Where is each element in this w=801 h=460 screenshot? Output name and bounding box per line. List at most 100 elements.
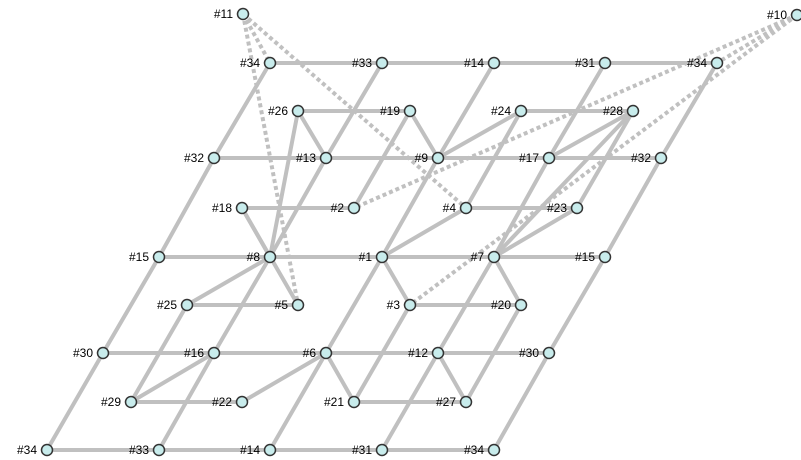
node-marker [291,104,305,118]
edge [547,109,635,160]
node: #28 [603,104,640,118]
node-label: #17 [519,151,539,165]
node-label: #31 [352,443,372,457]
node-label: #29 [101,395,121,409]
node-marker [570,201,584,215]
node-label: #30 [519,346,539,360]
node-marker [598,250,612,264]
node: #21 [324,395,361,409]
node: #22 [212,395,249,409]
node-marker [319,151,333,165]
edge [464,303,523,404]
node-label: #15 [575,250,595,264]
node-label: #33 [352,56,372,70]
node: #20 [491,298,528,312]
edge [408,109,440,160]
edge [240,206,272,259]
node-marker [542,346,556,360]
node-label: #30 [73,346,93,360]
dashed-edge [408,13,799,307]
node-marker [487,250,501,264]
node: #30 [519,346,556,360]
node: #18 [212,201,249,215]
edge [296,109,328,160]
node-marker [235,395,249,409]
edge [492,206,579,259]
edge [436,351,468,404]
node: #4 [443,201,473,215]
dashed-edge [715,13,799,65]
node: #10 [767,8,801,22]
node-label: #16 [184,346,204,360]
node-label: #34 [240,56,260,70]
edge [603,156,663,259]
node-marker [319,346,333,360]
node-label: #14 [464,56,484,70]
edge [45,351,105,452]
node-label: #6 [303,346,317,360]
node-marker [459,201,473,215]
node-label: #24 [491,104,511,118]
node: #5 [275,298,305,312]
node: #12 [408,346,445,360]
node-label: #34 [464,443,484,457]
node: #13 [296,151,333,165]
node-label: #1 [359,250,373,264]
edge [212,61,272,160]
node-marker [626,104,640,118]
node-marker [124,395,138,409]
node-label: #34 [687,56,707,70]
node: #34 [17,443,54,457]
node-marker [347,395,361,409]
edges-layer [45,12,799,452]
node: #8 [247,250,277,264]
edge [659,61,719,160]
node-label: #25 [157,298,177,312]
node-marker [263,56,277,70]
node-marker [263,250,277,264]
node-marker [654,151,668,165]
node: #34 [464,443,501,457]
node: #17 [519,151,556,165]
node-label: #11 [214,7,233,21]
node-marker [291,298,305,312]
edge [464,109,523,210]
edge [492,351,551,452]
node-label: #12 [408,346,428,360]
edge [436,61,496,160]
node-label: #23 [547,201,567,215]
edge [157,156,216,259]
node: #15 [575,250,612,264]
node: #7 [471,250,501,264]
node: #25 [157,298,194,312]
node-label: #20 [491,298,511,312]
edge [240,351,328,404]
node: #29 [101,395,138,409]
node: #6 [303,346,333,360]
edge [492,255,523,307]
node: #34 [687,56,724,70]
node-label: #2 [331,201,345,215]
node: #9 [415,151,445,165]
node-marker [375,443,389,457]
node-label: #28 [603,104,623,118]
edge [380,255,412,307]
node-label: #22 [212,395,232,409]
node: #3 [387,298,417,312]
node-marker [235,201,249,215]
node-label: #19 [380,104,400,118]
node-marker [236,7,250,21]
node: #31 [352,443,389,457]
node: #32 [631,151,668,165]
edge [547,255,607,355]
edge [185,255,272,307]
node-marker [431,346,445,360]
node-label: #27 [436,395,456,409]
node: #23 [547,201,584,215]
node: #14 [240,443,277,457]
edge [324,255,384,355]
node-marker [152,443,166,457]
edge [101,255,161,355]
node-label: #26 [268,104,288,118]
node: #15 [129,250,166,264]
